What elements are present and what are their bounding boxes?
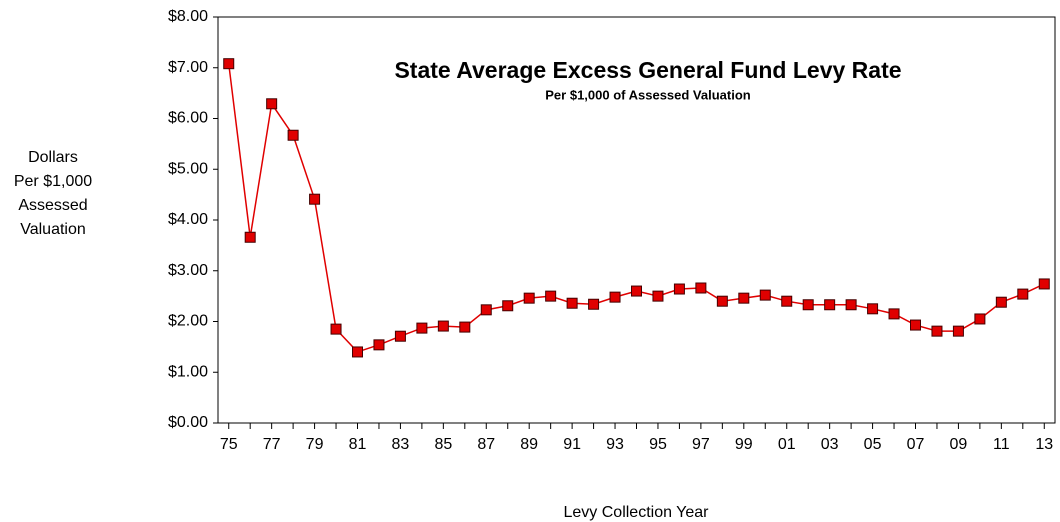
x-tick-label: 95 [649,436,667,453]
data-point [266,98,278,110]
data-point [910,319,921,331]
data-point [223,58,235,70]
data-point [373,339,385,351]
data-point [1038,278,1050,290]
y-tick-label: $0.00 [168,414,208,431]
x-tick-label: 93 [606,436,624,453]
x-tick-label: 81 [349,436,367,453]
data-point [416,322,428,334]
data-point [244,231,256,243]
data-point [1017,288,1029,300]
x-tick-label: 11 [993,436,1010,453]
data-point [523,292,535,304]
data-point [394,330,406,342]
x-tick-label: 77 [263,436,281,453]
x-tick-label: 79 [306,436,324,453]
x-tick-label: 75 [220,436,238,453]
chart-subtitle: Per $1,000 of Assessed Valuation [545,87,751,102]
x-tick-label: 07 [907,436,925,453]
x-tick-label: 89 [520,436,538,453]
x-tick-label: 03 [821,436,839,453]
data-point [652,290,664,302]
y-axis-label: Assessed [18,197,87,214]
data-point [867,303,879,315]
data-point [781,295,793,307]
data-point [287,129,299,141]
x-tick-label: 99 [735,436,753,453]
data-point [738,292,750,304]
data-point [437,320,449,332]
data-point [352,346,363,358]
data-point [566,297,578,309]
y-tick-label: $5.00 [168,160,208,177]
y-tick-label: $7.00 [168,59,208,76]
data-point [845,299,857,311]
data-point [673,283,685,295]
x-tick-label: 87 [477,436,495,453]
y-tick-label: $3.00 [168,262,208,279]
data-point [888,308,900,320]
data-point [588,298,600,310]
data-point [330,323,342,335]
data-point [631,285,642,297]
x-tick-label: 85 [434,436,452,453]
data-point [759,289,771,301]
x-axis-label: Levy Collection Year [564,504,710,521]
y-tick-label: $6.00 [168,110,208,127]
data-point [716,295,728,307]
data-point [459,321,471,333]
y-tick-label: $2.00 [168,313,208,330]
x-tick-label: 97 [692,436,710,453]
data-point [609,291,621,303]
data-point [995,296,1007,308]
data-point [480,304,492,316]
y-axis-label: Per $1,000 [14,173,92,190]
x-tick-label: 83 [392,436,410,453]
data-point [952,325,964,337]
chart-title: State Average Excess General Fund Levy R… [394,57,901,83]
x-tick-label: 01 [778,436,796,453]
data-point [974,313,986,325]
data-point [802,299,814,311]
x-tick-label: 09 [950,436,968,453]
y-axis-label: Dollars [28,149,78,166]
data-point [502,300,514,312]
data-point [931,325,943,337]
x-tick-label: 05 [864,436,882,453]
x-tick-label: 13 [1035,436,1053,453]
x-tick-label: 91 [563,436,581,453]
y-tick-label: $1.00 [168,363,208,380]
series-line [227,63,1045,353]
data-point [824,299,836,311]
data-point [309,193,321,205]
data-point [545,290,557,302]
y-tick-label: $8.00 [168,8,208,25]
y-axis-label: Valuation [20,221,86,238]
y-tick-label: $4.00 [168,211,208,228]
data-point [695,282,707,294]
